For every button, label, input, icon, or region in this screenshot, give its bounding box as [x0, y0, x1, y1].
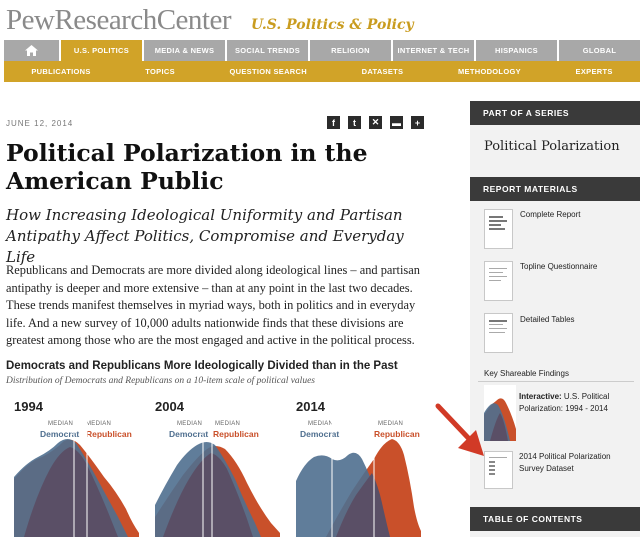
- home-nav-button[interactable]: [4, 40, 61, 61]
- publish-date: JUNE 12, 2014: [6, 119, 73, 128]
- chart-panel-2004[interactable]: 2004 MEDIAN Democrat MEDIAN Republican: [155, 399, 280, 537]
- nav-social-trends[interactable]: SOCIAL TRENDS: [227, 40, 310, 61]
- article-title: Political Polarization in the American P…: [6, 139, 446, 195]
- email-icon[interactable]: ✕: [369, 116, 382, 129]
- nav-us-politics[interactable]: U.S. POLITICS: [61, 40, 144, 61]
- distribution-1994: [14, 399, 139, 537]
- nav-media-news[interactable]: MEDIA & NEWS: [144, 40, 227, 61]
- series-title[interactable]: Political Polarization: [484, 139, 620, 154]
- share-bar: f t ✕ ▬ +: [327, 116, 424, 129]
- tables-thumb[interactable]: [484, 313, 513, 353]
- nav-publications[interactable]: PUBLICATIONS: [31, 67, 90, 76]
- print-icon[interactable]: ▬: [390, 116, 403, 129]
- primary-nav: U.S. POLITICS MEDIA & NEWS SOCIAL TRENDS…: [4, 40, 640, 61]
- nav-question-search[interactable]: QUESTION SEARCH: [230, 67, 307, 76]
- nav-religion[interactable]: RELIGION: [310, 40, 393, 61]
- facebook-icon[interactable]: f: [327, 116, 340, 129]
- divider: [478, 381, 634, 382]
- tables-link[interactable]: Detailed Tables: [520, 315, 575, 324]
- article-body: Republicans and Democrats are more divid…: [6, 262, 426, 350]
- nav-hispanics[interactable]: HISPANICS: [476, 40, 559, 61]
- chart-panel-2014[interactable]: 2014 MEDIAN Democrat MEDIAN Republican: [296, 399, 421, 537]
- toc-header[interactable]: TABLE OF CONTENTS: [470, 507, 640, 531]
- key-findings-link[interactable]: Key Shareable Findings: [484, 369, 569, 378]
- complete-report-thumb[interactable]: [484, 209, 513, 249]
- nav-methodology[interactable]: METHODOLOGY: [458, 67, 521, 76]
- home-icon: [25, 45, 38, 56]
- chart-subtitle: Distribution of Democrats and Republican…: [6, 376, 315, 386]
- pew-logo[interactable]: PewResearchCenter: [6, 4, 231, 37]
- chart-title: Democrats and Republicans More Ideologic…: [6, 360, 398, 372]
- nav-datasets[interactable]: DATASETS: [362, 67, 404, 76]
- distribution-2004: [155, 399, 280, 537]
- nav-topics[interactable]: TOPICS: [145, 67, 175, 76]
- nav-internet-tech[interactable]: INTERNET & TECH: [393, 40, 476, 61]
- secondary-nav: PUBLICATIONS TOPICS QUESTION SEARCH DATA…: [4, 61, 640, 82]
- nav-global[interactable]: GLOBAL: [559, 40, 640, 61]
- dataset-link[interactable]: 2014 Political Polarization Survey Datas…: [519, 451, 629, 474]
- interactive-link[interactable]: Interactive: U.S. Political Polarization…: [519, 391, 629, 414]
- plus-icon[interactable]: +: [411, 116, 424, 129]
- series-header: PART OF A SERIES: [470, 101, 640, 125]
- materials-header: REPORT MATERIALS: [470, 177, 640, 201]
- article-subtitle: How Increasing Ideological Uniformity an…: [6, 205, 436, 268]
- document-icon: [484, 261, 513, 301]
- topline-link[interactable]: Topline Questionnaire: [520, 262, 597, 271]
- section-title[interactable]: U.S. Politics & Policy: [251, 17, 414, 33]
- document-icon: [484, 209, 513, 249]
- tumblr-icon[interactable]: t: [348, 116, 361, 129]
- chart-panel-1994[interactable]: 1994 MEDIAN Democrat MEDIAN Republican: [14, 399, 139, 537]
- annotation-arrow-icon: [430, 400, 490, 460]
- topline-thumb[interactable]: [484, 261, 513, 301]
- document-icon: [484, 313, 513, 353]
- nav-experts[interactable]: EXPERTS: [576, 67, 613, 76]
- complete-report-link[interactable]: Complete Report: [520, 210, 580, 219]
- distribution-2014: [296, 399, 421, 537]
